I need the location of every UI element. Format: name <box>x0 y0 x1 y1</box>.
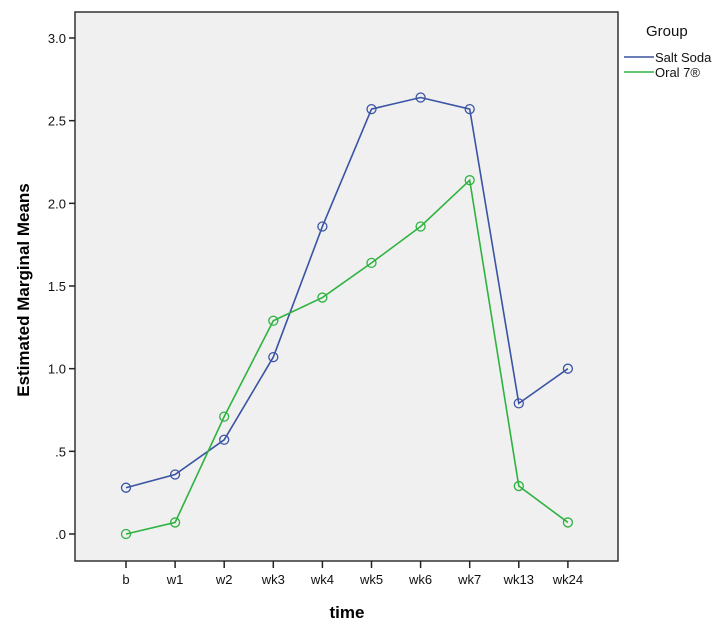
data-point-marker <box>415 92 426 103</box>
x-tick-label: wk13 <box>503 572 534 587</box>
data-point-marker <box>120 528 132 540</box>
x-tick-label: wk4 <box>310 572 334 587</box>
series-layer <box>120 92 574 540</box>
x-tick-label: b <box>122 572 129 587</box>
y-tick-label: 3.0 <box>48 31 66 46</box>
x-tick-label: wk24 <box>552 572 583 587</box>
data-point-marker <box>366 103 377 115</box>
x-tick-label: w2 <box>215 572 233 587</box>
x-tick-label: w1 <box>166 572 184 587</box>
x-tick-label: wk3 <box>261 572 285 587</box>
data-point-marker <box>464 175 475 186</box>
y-axis-title: Estimated Marginal Means <box>14 183 33 397</box>
y-axis: .0 .5 1.0 1.5 2.0 2.5 3.0 <box>48 31 75 542</box>
x-tick-label: wk7 <box>457 572 481 587</box>
data-point-marker <box>169 469 181 480</box>
data-point-marker <box>415 221 426 232</box>
legend-label: Oral 7® <box>655 65 700 80</box>
data-point-marker <box>219 411 230 422</box>
data-point-marker <box>464 103 475 115</box>
data-point-marker <box>219 434 230 445</box>
y-tick-label: 2.0 <box>48 196 66 211</box>
y-tick-label: 2.5 <box>48 114 66 129</box>
data-point-marker <box>317 221 328 232</box>
data-point-marker <box>268 315 279 326</box>
y-tick-label: 1.0 <box>48 362 66 377</box>
plot-area <box>74 11 619 562</box>
legend-label: Salt Soda <box>655 50 712 65</box>
data-point-marker <box>562 517 574 528</box>
data-point-marker <box>562 363 574 374</box>
data-point-marker <box>317 292 328 303</box>
x-tick-label: wk6 <box>408 572 432 587</box>
data-point-marker <box>513 480 524 492</box>
data-point-marker <box>169 517 181 528</box>
legend-title: Group <box>646 23 688 40</box>
series-line <box>125 178 569 535</box>
data-point-marker <box>366 257 377 269</box>
series-oral-7 <box>120 175 574 540</box>
data-point-marker <box>513 398 524 409</box>
x-tick-label: wk5 <box>359 572 383 587</box>
x-axis-title: time <box>330 603 365 622</box>
data-point-marker <box>268 351 279 363</box>
y-tick-label: .5 <box>55 444 66 459</box>
y-tick-label: 1.5 <box>48 279 66 294</box>
y-tick-label: .0 <box>55 527 66 542</box>
data-point-marker <box>120 482 132 493</box>
series-line <box>125 96 569 489</box>
series-salt-soda <box>120 92 574 493</box>
x-axis: b w1 w2 wk3 wk4 wk5 wk6 wk7 wk13 wk24 <box>122 561 583 587</box>
